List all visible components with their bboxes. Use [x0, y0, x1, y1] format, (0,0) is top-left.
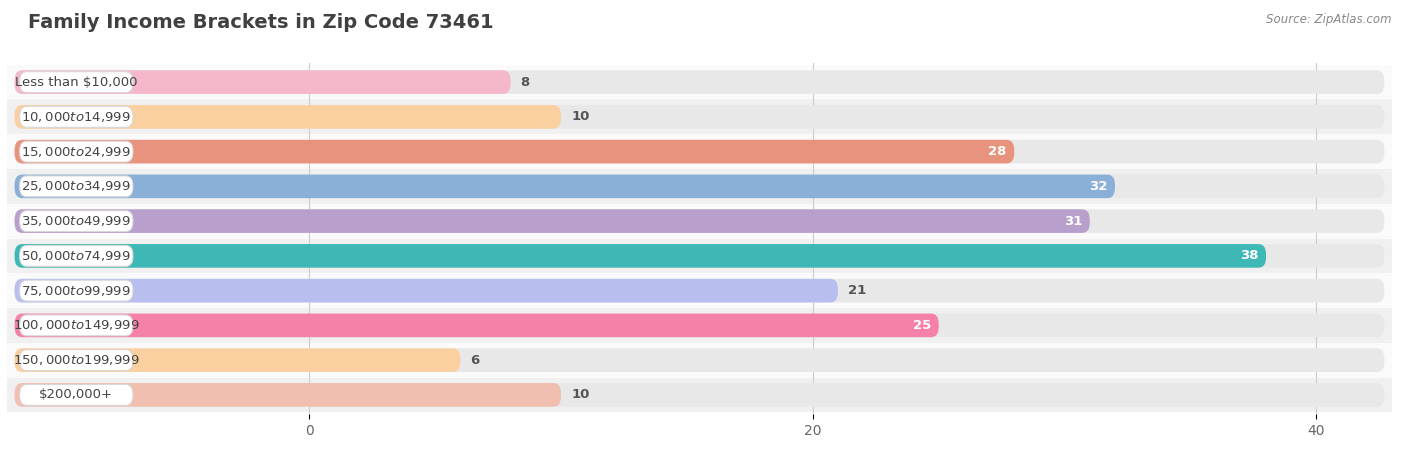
FancyBboxPatch shape — [20, 176, 134, 197]
Text: 21: 21 — [848, 284, 866, 297]
FancyBboxPatch shape — [20, 141, 134, 162]
FancyBboxPatch shape — [14, 209, 1385, 233]
Bar — [7, 65, 1392, 99]
FancyBboxPatch shape — [14, 383, 1385, 407]
Bar — [7, 273, 1392, 308]
Text: Less than $10,000: Less than $10,000 — [15, 76, 138, 89]
Text: 10: 10 — [571, 388, 589, 401]
Bar — [7, 343, 1392, 378]
FancyBboxPatch shape — [14, 105, 561, 129]
FancyBboxPatch shape — [14, 279, 1385, 302]
Text: $100,000 to $149,999: $100,000 to $149,999 — [13, 319, 139, 333]
Text: 32: 32 — [1090, 180, 1108, 193]
Text: 10: 10 — [571, 110, 589, 123]
FancyBboxPatch shape — [14, 244, 1385, 268]
Text: $15,000 to $24,999: $15,000 to $24,999 — [21, 144, 131, 158]
Bar — [7, 308, 1392, 343]
FancyBboxPatch shape — [14, 348, 1385, 372]
FancyBboxPatch shape — [20, 245, 134, 266]
FancyBboxPatch shape — [20, 384, 134, 405]
Text: $200,000+: $200,000+ — [39, 388, 114, 401]
FancyBboxPatch shape — [14, 140, 1014, 163]
FancyBboxPatch shape — [14, 244, 1265, 268]
Text: $10,000 to $14,999: $10,000 to $14,999 — [21, 110, 131, 124]
Bar — [7, 204, 1392, 238]
Bar — [7, 99, 1392, 134]
Text: 6: 6 — [471, 354, 479, 367]
Text: $150,000 to $199,999: $150,000 to $199,999 — [13, 353, 139, 367]
Text: 8: 8 — [520, 76, 530, 89]
FancyBboxPatch shape — [14, 175, 1385, 198]
Text: $50,000 to $74,999: $50,000 to $74,999 — [21, 249, 131, 263]
Text: Source: ZipAtlas.com: Source: ZipAtlas.com — [1267, 14, 1392, 27]
FancyBboxPatch shape — [20, 72, 134, 93]
FancyBboxPatch shape — [14, 70, 510, 94]
FancyBboxPatch shape — [14, 175, 1115, 198]
Text: 31: 31 — [1064, 215, 1083, 228]
FancyBboxPatch shape — [14, 140, 1385, 163]
FancyBboxPatch shape — [20, 315, 134, 336]
Bar — [7, 134, 1392, 169]
Text: $75,000 to $99,999: $75,000 to $99,999 — [21, 284, 131, 297]
FancyBboxPatch shape — [14, 348, 460, 372]
Bar — [7, 238, 1392, 273]
FancyBboxPatch shape — [20, 280, 134, 301]
Bar — [7, 169, 1392, 204]
FancyBboxPatch shape — [14, 314, 1385, 337]
FancyBboxPatch shape — [20, 211, 134, 232]
Text: 25: 25 — [912, 319, 931, 332]
Text: 38: 38 — [1240, 249, 1258, 262]
FancyBboxPatch shape — [14, 314, 939, 337]
Text: Family Income Brackets in Zip Code 73461: Family Income Brackets in Zip Code 73461 — [28, 14, 494, 32]
Text: $35,000 to $49,999: $35,000 to $49,999 — [21, 214, 131, 228]
FancyBboxPatch shape — [20, 107, 134, 127]
FancyBboxPatch shape — [20, 350, 134, 370]
FancyBboxPatch shape — [14, 279, 838, 302]
Text: 28: 28 — [988, 145, 1007, 158]
Bar — [7, 378, 1392, 412]
FancyBboxPatch shape — [14, 70, 1385, 94]
FancyBboxPatch shape — [14, 383, 561, 407]
FancyBboxPatch shape — [14, 105, 1385, 129]
Text: $25,000 to $34,999: $25,000 to $34,999 — [21, 180, 131, 194]
FancyBboxPatch shape — [14, 209, 1090, 233]
